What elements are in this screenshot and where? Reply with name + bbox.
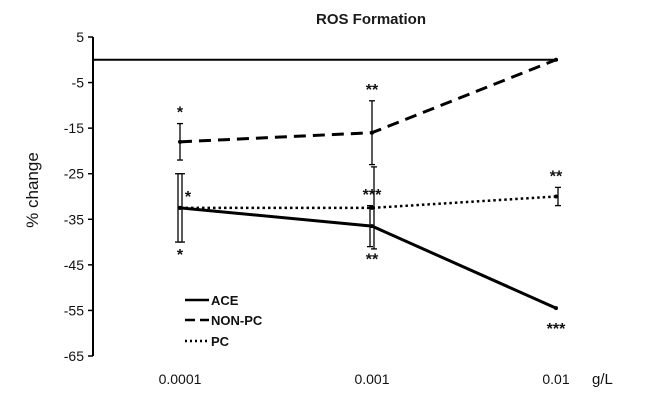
- data-point-ace: [554, 306, 558, 311]
- series-line-non-pc: [179, 58, 557, 144]
- x-tick-label: 0.001: [354, 371, 389, 387]
- significance-marker: *: [177, 105, 184, 122]
- data-point-pc: [554, 194, 558, 199]
- x-tick-label: 0.01: [542, 371, 569, 387]
- y-tick-label: -35: [64, 211, 84, 227]
- significance-marker: *: [177, 247, 184, 264]
- data-point-non-pc: [178, 139, 182, 144]
- legend: ACE NON-PC PC: [185, 293, 263, 349]
- legend-label-pc: PC: [211, 334, 230, 349]
- x-tick-label: 0.0001: [159, 371, 202, 387]
- y-tick-label: -15: [64, 120, 84, 136]
- y-tick-label: -5: [72, 75, 85, 91]
- y-tick-label: -25: [64, 166, 84, 182]
- significance-marker: *: [185, 189, 192, 206]
- data-point-pc: [370, 205, 374, 210]
- y-tick-label: -65: [64, 348, 84, 364]
- significance-annotations: ***************: [177, 82, 566, 338]
- series-line-pc: [180, 195, 557, 210]
- significance-marker: **: [550, 168, 563, 185]
- data-point-ace: [370, 224, 374, 229]
- significance-marker: **: [366, 82, 379, 99]
- y-tick-label: 5: [76, 29, 84, 45]
- legend-label-ace: ACE: [211, 293, 239, 308]
- y-tick-label: -45: [64, 257, 84, 273]
- data-point-non-pc: [554, 57, 558, 62]
- data-point-non-pc: [370, 130, 374, 135]
- x-axis: 0.0001 0.001 0.01: [93, 58, 570, 387]
- legend-label-non-pc: NON-PC: [211, 313, 263, 328]
- x-axis-unit-label: g/L: [592, 371, 613, 388]
- y-axis: 5 -5 -15 -25 -35 -45 -55 -65: [64, 29, 94, 364]
- significance-marker: ***: [547, 321, 566, 338]
- y-axis-label: % change: [23, 152, 42, 228]
- series-lines: [175, 57, 561, 311]
- significance-marker: ***: [363, 187, 382, 204]
- data-point-pc: [178, 205, 182, 210]
- significance-marker: **: [366, 252, 379, 269]
- y-tick-label: -55: [64, 302, 84, 318]
- chart-title: ROS Formation: [316, 11, 426, 28]
